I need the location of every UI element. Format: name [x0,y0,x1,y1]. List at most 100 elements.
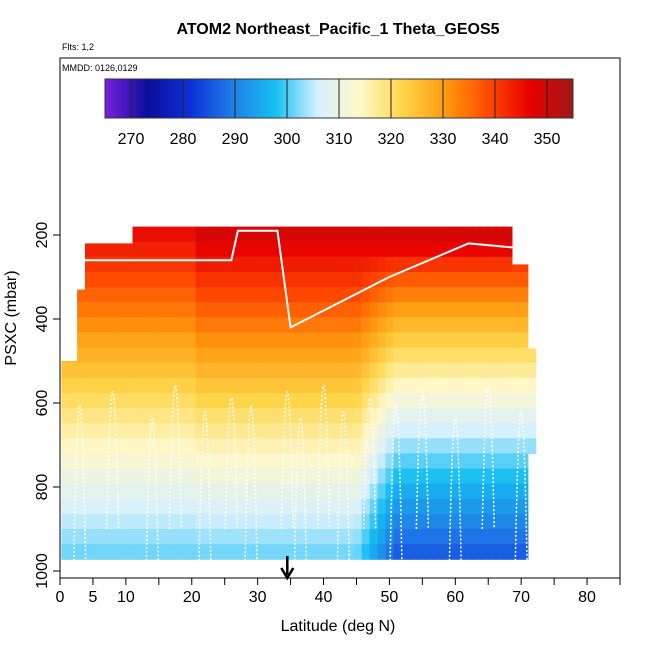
theta-cell [440,226,450,243]
theta-cell [456,332,466,349]
theta-cell [330,438,339,454]
theta-cell [314,302,323,318]
theta-cell [195,513,205,530]
theta-cell [172,529,181,545]
theta-cell [425,453,434,470]
theta-cell [235,302,244,318]
theta-cell [393,302,402,318]
theta-cell [330,498,339,515]
theta-cell [274,468,284,485]
theta-cell [369,362,379,379]
theta-cell [369,529,379,545]
theta-cell [330,317,339,333]
theta-cell [417,423,426,439]
theta-cell [377,362,387,379]
theta-cell [274,483,284,500]
theta-cell [306,408,315,424]
theta-cell [456,347,466,364]
theta-cell [124,362,134,379]
theta-cell [85,423,94,439]
theta-cell [353,226,363,243]
theta-cell [401,392,410,409]
theta-cell [195,226,205,243]
x-tick-label: 80 [578,589,596,606]
theta-cell [488,423,497,439]
theta-cell [361,392,371,409]
theta-cell [425,392,434,409]
theta-cell [345,302,355,318]
theta-cell [338,226,347,243]
theta-cell [187,392,197,409]
theta-cell [496,302,505,318]
theta-cell [519,264,529,273]
y-tick-label: 200 [34,222,51,249]
theta-cell [179,423,189,439]
theta-cell [425,317,434,333]
theta-cell [140,529,149,545]
theta-cell [330,377,339,394]
theta-cell [85,347,94,364]
theta-cell [480,241,489,258]
theta-cell [456,498,466,515]
theta-cell [195,241,205,258]
theta-cell [219,362,228,379]
theta-cell [132,347,141,364]
theta-cell [298,241,307,258]
theta-cell [259,256,268,273]
theta-cell [124,347,134,364]
theta-cell [385,423,394,439]
theta-cell [330,544,339,560]
theta-cell [266,347,276,364]
theta-cell [306,317,315,333]
theta-cell [282,438,292,454]
theta-cell [108,438,118,454]
theta-cell [330,529,339,545]
theta-cell [195,408,205,424]
theta-cell [322,347,331,364]
theta-cell [361,302,371,318]
theta-cell [148,438,157,454]
theta-cell [432,362,442,379]
theta-cell [124,287,134,303]
theta-cell [179,529,189,545]
theta-cell [496,544,505,560]
flight-profile-line [168,384,183,530]
theta-cell [69,423,78,439]
theta-cell [448,226,458,243]
theta-cell [251,423,260,439]
theta-cell [179,272,189,288]
theta-cell [385,317,394,333]
theta-cell [298,302,307,318]
theta-cell [440,513,450,530]
theta-cell [306,332,315,349]
theta-cell [282,377,292,394]
theta-cell [243,377,252,394]
theta-cell [124,332,134,349]
theta-cell [61,408,70,424]
theta-cell [235,423,244,439]
x-tick-label: 10 [117,589,135,606]
theta-cell [156,513,165,530]
theta-cell [504,226,513,243]
theta-cell [393,438,402,454]
theta-cell [322,392,331,409]
theta-cell [243,544,252,560]
theta-cell [448,408,458,424]
theta-cell [345,256,355,273]
theta-cell [172,438,181,454]
theta-cell [195,256,205,273]
theta-cell [448,498,458,515]
theta-cell [69,498,78,515]
theta-cell [488,468,497,485]
theta-cell [345,332,355,349]
theta-cell [306,468,315,485]
theta-cell [116,453,126,470]
theta-cell [187,438,197,454]
theta-cell [85,287,94,303]
theta-cell [361,362,371,379]
theta-cell [132,377,141,394]
theta-cell [488,408,497,424]
theta-cell [77,544,86,560]
theta-cell [385,392,394,409]
theta-cell [61,392,70,409]
